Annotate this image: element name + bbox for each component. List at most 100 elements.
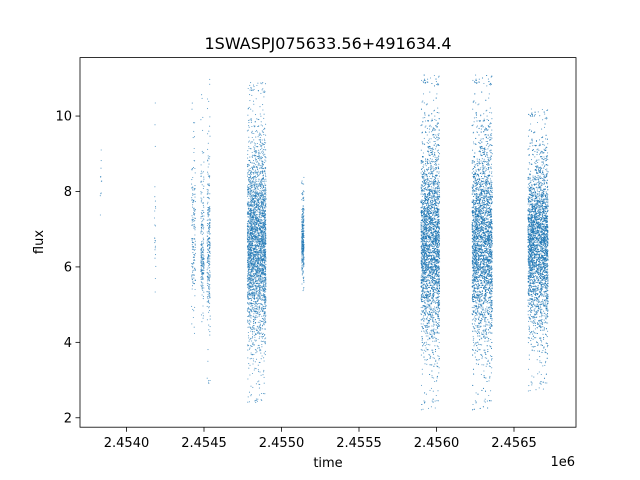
data-point [193,136,196,138]
data-point [302,209,304,211]
data-point [194,210,196,212]
data-point [258,157,260,160]
data-point [201,250,203,252]
data-point [261,142,263,144]
data-point [252,274,254,276]
data-point [255,270,257,272]
data-point [248,213,250,215]
data-point [303,245,305,247]
data-point [254,203,257,205]
data-point [192,280,194,282]
data-point [257,327,259,329]
data-point [261,157,264,159]
data-point [193,151,195,154]
data-point [263,360,265,362]
data-point [249,181,251,183]
data-point [258,308,260,310]
data-point [200,170,202,172]
data-point [208,289,210,291]
data-point [254,305,256,307]
data-point [209,210,211,212]
data-point [259,141,261,143]
data-point [258,151,260,153]
data-point [209,244,211,246]
data-point [261,399,263,402]
data-point [250,302,252,304]
data-point [262,236,265,238]
data-point [264,303,266,305]
data-point [206,231,208,233]
data-point [263,274,265,276]
data-point [263,251,265,253]
data-point [303,263,305,266]
data-point [261,246,263,248]
data-point [261,340,263,343]
data-point [302,230,304,232]
data-point [252,302,254,304]
data-point [247,349,249,351]
data-point [253,250,255,252]
data-point [206,319,208,321]
data-point [263,279,266,281]
data-point [191,224,193,226]
data-point [259,292,262,294]
data-point [265,281,267,283]
data-point [260,352,262,354]
data-point [258,139,260,141]
data-point [253,273,255,275]
data-point [247,256,250,259]
data-point [264,174,267,176]
data-point [248,319,251,321]
data-point [254,272,256,274]
data-point [253,232,255,234]
data-point [261,328,263,330]
data-point [247,401,249,403]
data-point [208,285,210,287]
data-point [200,259,202,261]
data-point [259,106,261,108]
data-point [249,292,251,295]
data-point [247,190,249,192]
data-point [260,121,262,123]
data-point [251,286,254,288]
data-point [257,313,259,315]
data-point [255,368,257,370]
data-point [251,201,253,203]
data-point [258,149,260,151]
data-point [248,229,250,231]
data-point [265,253,267,255]
data-point [153,217,156,219]
data-point [265,249,267,251]
data-point [202,243,204,245]
data-point [192,252,194,254]
data-point [302,266,304,268]
data-point [202,180,204,182]
data-point [301,221,303,223]
data-point [193,193,195,196]
data-point [259,278,261,280]
data-point [248,340,250,342]
data-point [265,229,267,232]
data-point [251,185,253,187]
data-point [265,282,267,285]
data-point [248,281,250,283]
data-point [249,167,251,169]
data-point [249,246,251,248]
data-point [263,186,265,188]
data-point [191,288,193,290]
data-point [154,225,157,227]
data-point [263,258,265,260]
data-point [265,142,267,144]
data-point [258,325,261,327]
data-point [260,392,263,395]
data-point [259,287,261,289]
data-point [258,277,260,279]
data-point [303,288,305,290]
data-point [302,205,304,207]
data-point [202,254,204,256]
data-point [261,214,263,216]
data-point [262,227,264,229]
data-point [302,199,304,201]
data-point [208,237,210,239]
data-point [255,212,257,214]
